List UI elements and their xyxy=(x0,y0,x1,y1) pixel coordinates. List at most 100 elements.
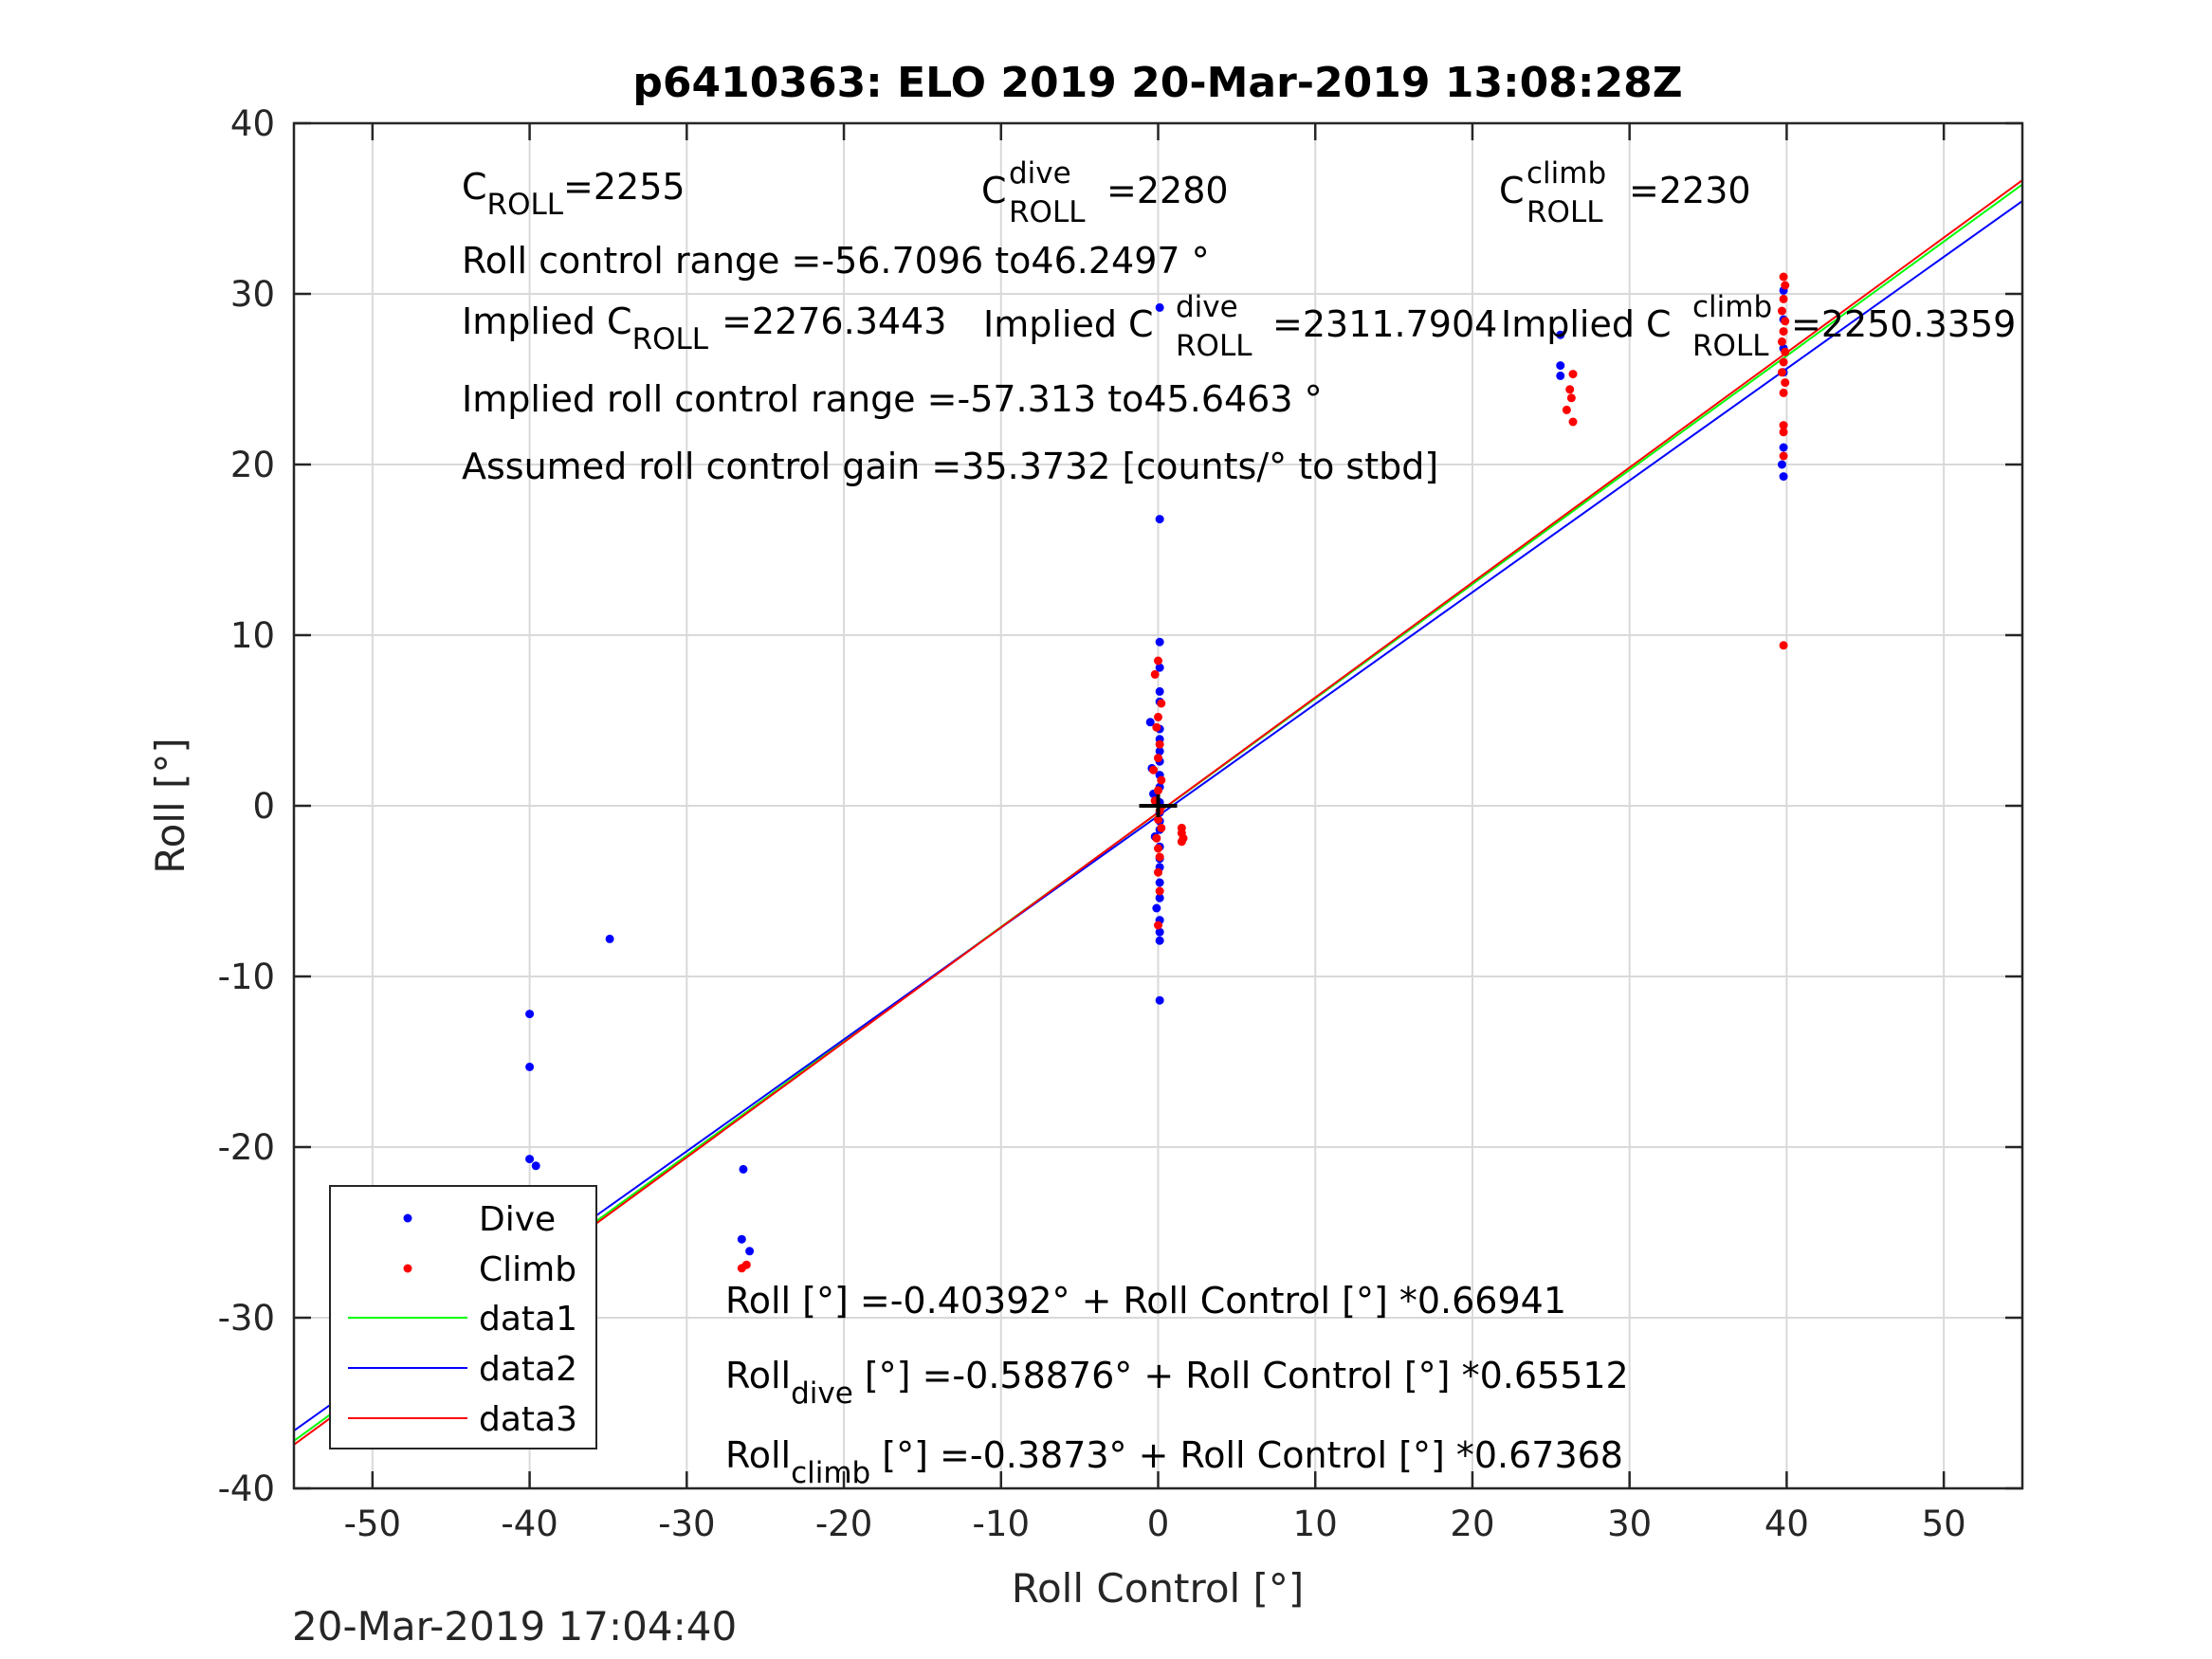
svg-text:climb: climb xyxy=(1526,156,1606,191)
annotation-range: Roll control range =-56.7096 to46.2497 ° xyxy=(462,240,1210,282)
timestamp: 20-Mar-2019 17:04:40 xyxy=(292,1603,737,1650)
chart-title: p6410363: ELO 2019 20-Mar-2019 13:08:28Z xyxy=(632,59,1682,107)
point-dive xyxy=(1155,686,1164,696)
point-dive xyxy=(1556,361,1565,371)
point-climb xyxy=(1781,347,1790,356)
point-dive xyxy=(1155,927,1164,937)
svg-text:ROLL: ROLL xyxy=(1692,329,1769,363)
point-climb xyxy=(1155,886,1164,896)
annotation-implied-c-roll-dive: Implied C dive ROLL =2311.7904 xyxy=(983,290,1497,363)
annotation-c-roll-dive: C dive ROLL =2280 xyxy=(981,156,1229,229)
y-tick-label: 30 xyxy=(230,274,275,315)
fit-equation-climb: Rollclimb [°] =-0.3873° + Roll Control [… xyxy=(725,1434,1623,1490)
x-tick-label: 30 xyxy=(1607,1504,1652,1544)
point-climb xyxy=(1155,739,1164,749)
x-tick-label: -40 xyxy=(501,1504,558,1544)
svg-text:dive: dive xyxy=(1176,290,1238,324)
x-tick-label: -20 xyxy=(815,1504,872,1544)
svg-text:C: C xyxy=(1499,170,1525,211)
legend-dive-label: Dive xyxy=(479,1200,556,1239)
x-tick-label: 10 xyxy=(1293,1504,1338,1544)
point-climb xyxy=(1154,712,1162,721)
point-dive xyxy=(1155,746,1164,756)
point-climb xyxy=(1177,837,1186,847)
point-dive xyxy=(1155,302,1164,312)
point-climb xyxy=(1562,405,1571,414)
point-climb xyxy=(1779,428,1788,437)
point-climb xyxy=(1152,722,1161,732)
point-dive xyxy=(1155,936,1164,945)
point-climb xyxy=(1154,867,1162,877)
point-climb xyxy=(1157,699,1166,708)
point-climb xyxy=(1779,327,1788,337)
point-climb xyxy=(1157,823,1166,832)
x-axis-label: Roll Control [°] xyxy=(1012,1565,1305,1612)
fit-equation-all: Roll [°] =-0.40392° + Roll Control [°] *… xyxy=(725,1280,1566,1322)
point-dive xyxy=(1556,371,1565,380)
point-climb xyxy=(1154,814,1162,824)
legend: Dive Climb data1 data2 data3 xyxy=(329,1185,597,1449)
svg-text:ROLL: ROLL xyxy=(1176,329,1252,363)
ticks: -50 -40 -30 -20 -10 0 10 20 30 40 50 -40 -30 -20 -10 0 1… xyxy=(218,103,2022,1544)
point-climb xyxy=(1568,417,1578,427)
point-climb xyxy=(1777,337,1786,346)
legend-data3-label: data3 xyxy=(479,1400,577,1439)
y-tick-label: -30 xyxy=(218,1298,275,1339)
x-tick-label: -10 xyxy=(973,1504,1030,1544)
legend-data1-label: data1 xyxy=(479,1300,577,1339)
y-tick-label: 20 xyxy=(230,445,275,485)
x-tick-label: -30 xyxy=(658,1504,715,1544)
svg-text:=2280: =2280 xyxy=(1106,170,1229,211)
annotation-implied-range: Implied roll control range =-57.313 to45… xyxy=(462,378,1323,420)
y-axis-label: Roll [°] xyxy=(147,738,193,873)
point-climb xyxy=(1566,393,1576,403)
svg-text:dive: dive xyxy=(1009,156,1071,191)
point-climb xyxy=(1779,451,1788,461)
point-climb xyxy=(1779,272,1788,282)
point-climb xyxy=(1779,357,1788,367)
annotation-c-roll-climb: C climb ROLL =2230 xyxy=(1499,156,1751,229)
x-tick-label: 0 xyxy=(1147,1504,1170,1544)
point-climb xyxy=(1150,669,1160,679)
point-dive xyxy=(1155,637,1164,647)
point-dive xyxy=(1155,515,1164,524)
point-dive xyxy=(745,1247,755,1256)
point-dive xyxy=(531,1161,540,1171)
svg-text:ROLL: ROLL xyxy=(1009,195,1086,229)
legend-dive-marker xyxy=(403,1213,412,1223)
point-dive xyxy=(1779,443,1788,452)
legend-climb-label: Climb xyxy=(479,1250,576,1289)
svg-text:Implied C: Implied C xyxy=(983,303,1154,345)
annotation-implied-c-roll: Implied CROLL =2276.3443 xyxy=(462,301,946,356)
point-dive xyxy=(605,934,614,943)
point-climb xyxy=(1781,281,1790,290)
point-dive xyxy=(1155,878,1164,887)
point-climb xyxy=(737,1264,746,1273)
x-tick-label: 20 xyxy=(1450,1504,1494,1544)
annotation-c-roll: CROLL=2255 xyxy=(462,166,686,222)
data-points xyxy=(521,272,1790,1324)
svg-text:ROLL: ROLL xyxy=(1526,195,1603,229)
point-climb xyxy=(1779,421,1788,430)
svg-text:=2311.7904: =2311.7904 xyxy=(1272,303,1497,345)
legend-data2-label: data2 xyxy=(479,1350,577,1389)
annotation-implied-c-roll-climb: Implied C climb ROLL =2250.3359 xyxy=(1501,290,2016,363)
point-climb xyxy=(1149,765,1159,775)
point-climb xyxy=(1779,641,1788,650)
x-tick-label: 40 xyxy=(1764,1504,1809,1544)
point-dive xyxy=(525,1010,535,1019)
y-tick-label: 0 xyxy=(252,786,275,827)
y-tick-label: -40 xyxy=(218,1468,275,1509)
svg-text:=2230: =2230 xyxy=(1629,170,1751,211)
point-dive xyxy=(1155,893,1164,902)
y-tick-label: -20 xyxy=(218,1127,275,1168)
point-climb xyxy=(1568,370,1578,379)
point-dive xyxy=(737,1234,746,1244)
point-climb xyxy=(1152,833,1161,843)
point-climb xyxy=(1154,786,1162,795)
point-climb xyxy=(1565,385,1575,394)
annotation-gain: Assumed roll control gain =35.3732 [coun… xyxy=(462,446,1438,487)
point-climb xyxy=(1779,294,1788,303)
svg-text:climb: climb xyxy=(1692,290,1772,324)
